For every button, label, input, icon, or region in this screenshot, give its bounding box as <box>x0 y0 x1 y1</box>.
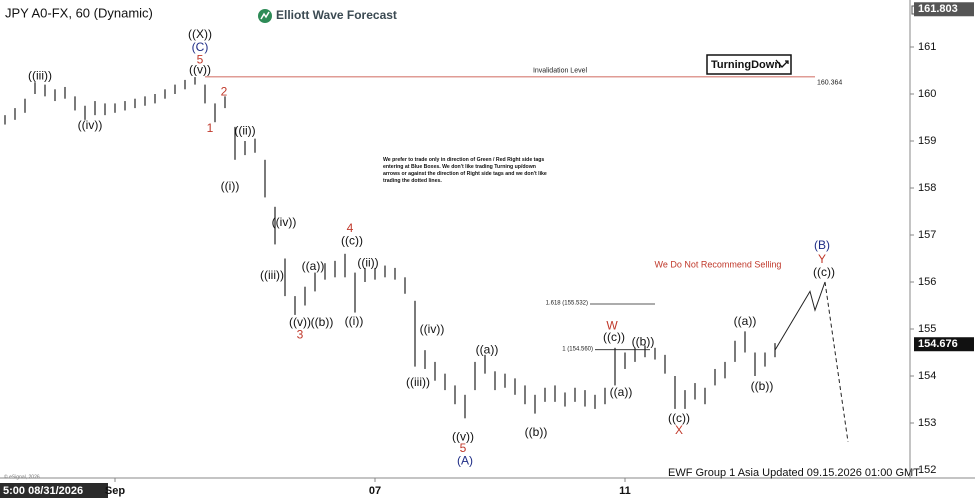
wave-label: ((iv)) <box>78 118 103 132</box>
invalidation-value: 160.364 <box>817 80 842 87</box>
wave-label: (A) <box>457 453 473 467</box>
wave-label: (C) <box>192 40 209 54</box>
fib-label: 1.618 (155.532) <box>546 301 588 307</box>
y-tick-label: 159 <box>918 135 936 147</box>
cursor-time-box <box>0 483 108 498</box>
wave-label: ((iii)) <box>28 68 52 82</box>
wave-label: 3 <box>297 327 304 341</box>
wave-label: ((iii)) <box>260 268 284 282</box>
wave-label: ((v)) <box>289 315 311 329</box>
wave-label: ((v)) <box>189 63 211 77</box>
wave-label: ((ii)) <box>234 123 255 137</box>
logo-wave <box>260 11 270 20</box>
badge-arrow <box>775 59 789 68</box>
wave-label: ((v)) <box>452 429 474 443</box>
wave-label: ((c)) <box>603 330 625 344</box>
y-tick-label: 161 <box>918 41 936 53</box>
wave-label: ((iv)) <box>420 322 445 336</box>
wave-label: ((X)) <box>188 27 212 41</box>
wave-label: ((i)) <box>221 179 240 193</box>
wave-label: ((b)) <box>632 334 655 348</box>
invalidation-label: Invalidation Level <box>533 68 588 75</box>
fib-label: 1 (154.560) <box>562 346 593 352</box>
footer: EWF Group 1 Asia Updated 09.15.2026 01:0… <box>668 467 920 479</box>
x-tick-label: 11 <box>619 485 631 497</box>
wave-label: (B) <box>814 238 830 252</box>
y-tick-label: 158 <box>918 182 936 194</box>
y-tick-label: 160 <box>918 88 936 100</box>
price-marker-box <box>914 337 974 352</box>
wave-label: ((ii)) <box>357 255 378 269</box>
wave-label: Y <box>818 252 826 266</box>
wave-label: ((b)) <box>751 379 774 393</box>
wave-label: ((i)) <box>345 314 364 328</box>
wave-label: 4 <box>347 221 354 235</box>
y-tick-label: 155 <box>918 323 936 335</box>
badge-box <box>706 54 792 75</box>
x-tick-label: 07 <box>369 485 381 497</box>
wave-label: ((a)) <box>734 314 757 328</box>
wave-label: ((iii)) <box>406 375 430 389</box>
wave-label: ((a)) <box>610 385 633 399</box>
y-tick-label: 157 <box>918 229 936 241</box>
y-tick-label: 152 <box>918 464 936 476</box>
cursor-time: 5:00 08/31/2026 <box>3 485 83 497</box>
price-marker-label: 161.803 <box>918 3 958 15</box>
projection-dashed-line <box>824 281 849 442</box>
price-marker-box <box>914 2 974 17</box>
note: We prefer to trade only in direction of … <box>383 157 547 184</box>
wave-label: 5 <box>197 52 204 66</box>
wave-label: X <box>675 423 683 437</box>
y-tick-label: 153 <box>918 417 936 429</box>
wave-label: 2 <box>221 84 228 98</box>
y-tick-label: 154 <box>918 370 936 382</box>
copyright: © eSignal, 2026 <box>4 473 40 480</box>
turning-badge: TurningDown <box>706 54 792 75</box>
wave-label: 5 <box>460 441 467 455</box>
wave-label: ((b)) <box>525 425 548 439</box>
wave-label: ((c)) <box>668 411 690 425</box>
chart-title: JPY A0-FX, 60 (Dynamic) <box>5 5 153 20</box>
wave-label: 1 <box>207 121 214 135</box>
y-tick-label: 156 <box>918 276 936 288</box>
wave-label: ((iv)) <box>272 215 297 229</box>
x-tick-label: Sep <box>105 485 125 497</box>
projection-line <box>774 281 826 351</box>
badge-text: TurningDown <box>711 59 781 71</box>
price-marker-label: 154.676 <box>918 338 958 350</box>
wave-label: ((c)) <box>341 233 363 247</box>
brand-text: Elliott Wave Forecast <box>276 8 397 22</box>
wave-label: ((a)) <box>302 259 325 273</box>
wave-label: ((c)) <box>813 265 835 279</box>
wave-label: ((a)) <box>476 342 499 356</box>
brand-logo: Elliott Wave Forecast <box>258 8 397 23</box>
wave-label: W <box>606 318 618 332</box>
wave-label: ((b)) <box>311 315 334 329</box>
wave-label: We Do Not Recommend Selling <box>655 259 782 269</box>
